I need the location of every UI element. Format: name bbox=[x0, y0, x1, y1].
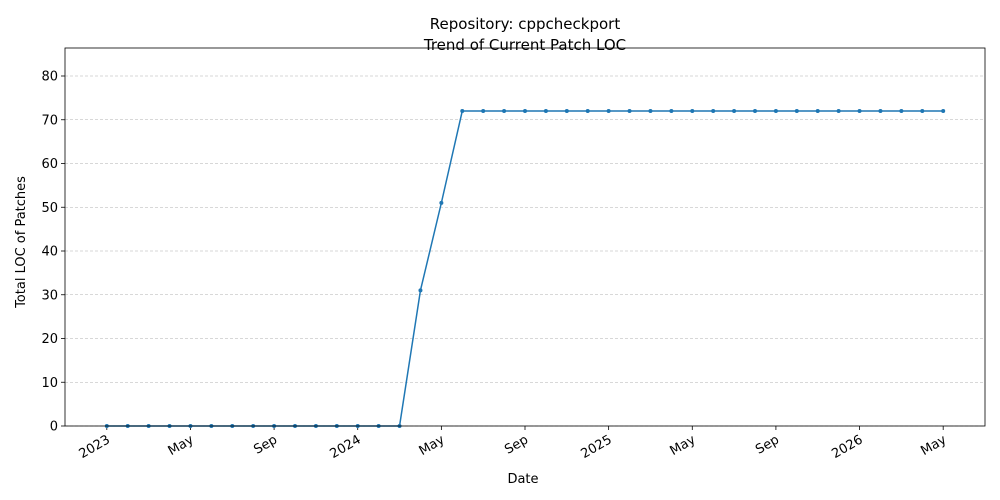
data-point bbox=[564, 109, 569, 113]
data-point bbox=[418, 288, 423, 293]
data-point bbox=[669, 109, 674, 113]
y-tick-label: 0 bbox=[50, 420, 58, 435]
data-point bbox=[732, 109, 737, 113]
y-tick-label: 30 bbox=[41, 288, 58, 303]
plot-frame bbox=[64, 47, 986, 427]
data-point bbox=[481, 109, 486, 113]
y-tick-label: 60 bbox=[41, 157, 58, 172]
data-point bbox=[502, 109, 507, 113]
data-point bbox=[899, 109, 904, 113]
x-tick-label: Sep bbox=[251, 432, 280, 457]
y-axis-label: Total LOC of Patches bbox=[14, 176, 29, 309]
x-tick-label: 2024 bbox=[328, 432, 364, 462]
x-tick-label: May bbox=[918, 432, 949, 459]
chart-title: Repository: cppcheckport bbox=[430, 15, 621, 33]
data-point bbox=[941, 109, 946, 113]
data-point bbox=[543, 109, 548, 113]
x-tick-label: 2026 bbox=[829, 432, 865, 462]
data-point bbox=[753, 109, 757, 113]
data-point bbox=[857, 109, 862, 113]
chart-subtitle: Trend of Current Patch LOC bbox=[423, 36, 626, 54]
y-tick-label: 20 bbox=[41, 332, 58, 347]
x-tick-label: Sep bbox=[753, 432, 782, 457]
x-axis-label: Date bbox=[507, 472, 538, 487]
y-tick-label: 80 bbox=[41, 70, 58, 85]
data-point bbox=[711, 109, 716, 113]
data-point bbox=[773, 109, 778, 113]
x-tick-label: 2025 bbox=[578, 432, 614, 462]
y-tick-label: 40 bbox=[41, 245, 58, 260]
data-line bbox=[106, 110, 944, 427]
data-point bbox=[920, 109, 925, 113]
data-point bbox=[585, 109, 590, 113]
data-point bbox=[794, 109, 799, 113]
data-point bbox=[439, 200, 444, 205]
data-point bbox=[627, 109, 632, 113]
data-point bbox=[815, 109, 820, 113]
data-point bbox=[878, 109, 883, 113]
y-tick-label: 10 bbox=[41, 376, 58, 391]
y-tick-label: 70 bbox=[41, 113, 58, 128]
data-point bbox=[460, 109, 465, 113]
data-point bbox=[836, 109, 841, 113]
data-point bbox=[690, 109, 695, 113]
data-point bbox=[606, 109, 611, 113]
data-point bbox=[523, 109, 527, 113]
x-tick-label: 2023 bbox=[77, 432, 113, 462]
x-tick-label: May bbox=[166, 432, 197, 459]
x-tick-label: May bbox=[417, 432, 448, 459]
data-point bbox=[648, 109, 653, 113]
x-tick-label: Sep bbox=[502, 432, 531, 457]
x-tick-label: May bbox=[667, 432, 698, 459]
y-tick-label: 50 bbox=[41, 201, 58, 216]
